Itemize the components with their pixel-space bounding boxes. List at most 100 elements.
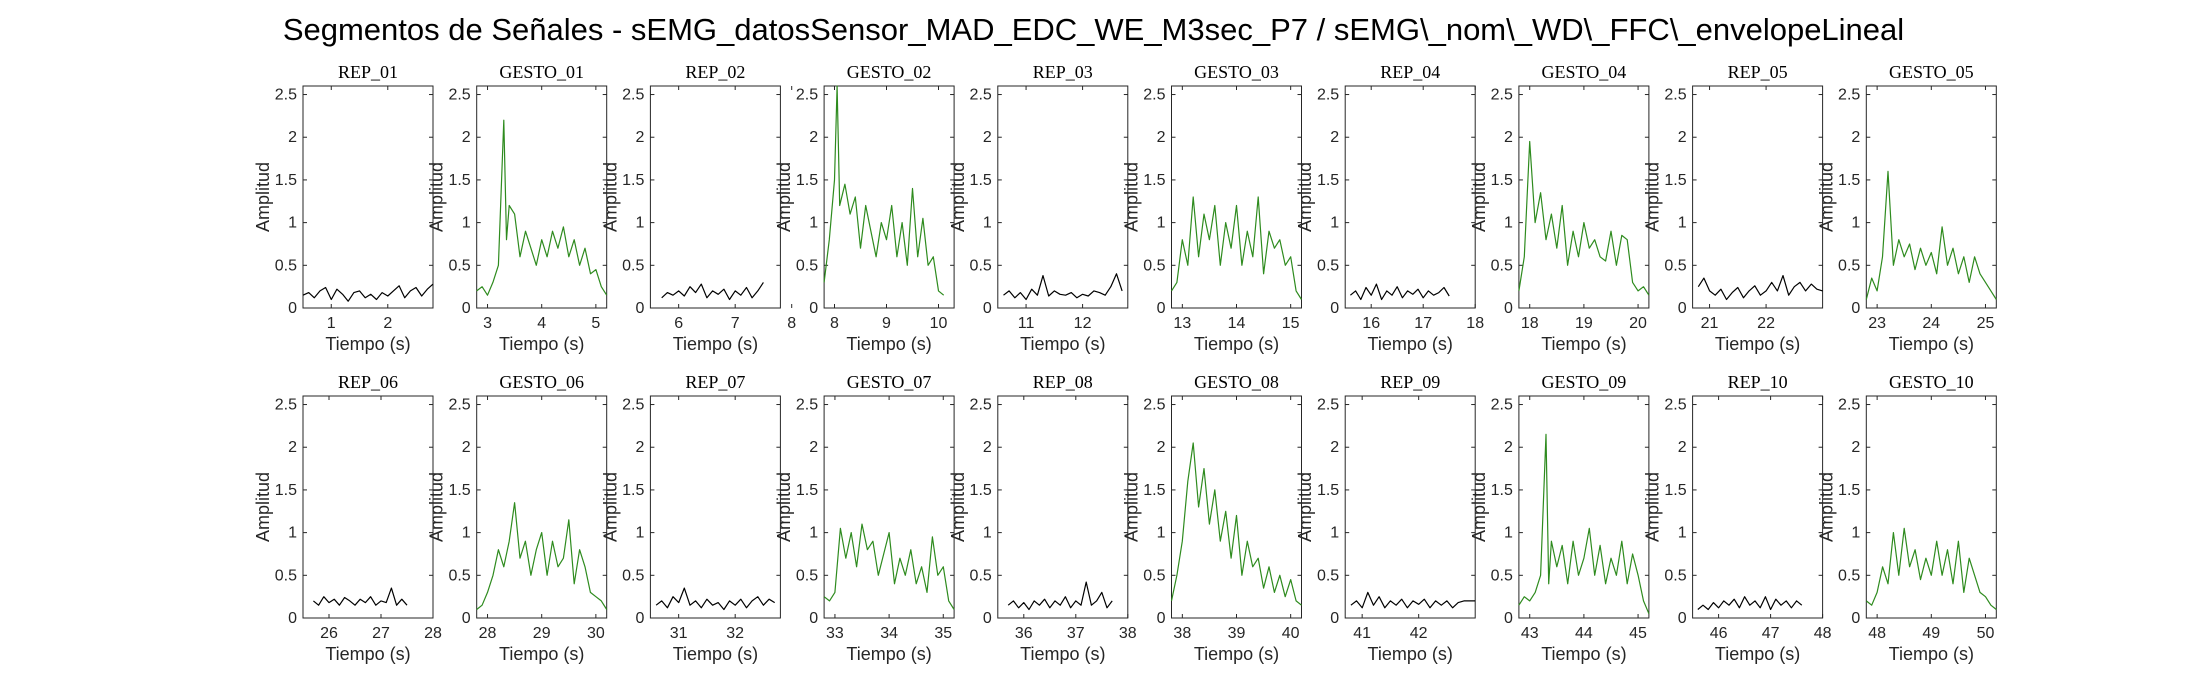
x-axis-label: Tiempo (s) <box>673 644 758 664</box>
axes-box <box>649 85 781 309</box>
y-tick-label: 1 <box>1157 525 1166 542</box>
y-tick-label: 0.5 <box>622 567 644 584</box>
axes-box <box>1344 85 1476 309</box>
y-tick-label: 2 <box>1504 129 1513 146</box>
subplot-title: REP_05 <box>1728 62 1788 82</box>
x-tick-label: 30 <box>587 625 605 642</box>
y-tick-label: 0 <box>288 610 297 627</box>
y-axis-label: Amplitud <box>1122 162 1142 232</box>
series-line-rep-08 <box>1007 581 1113 611</box>
y-tick-label: 0 <box>1330 300 1339 317</box>
series-line-gesto-04 <box>1518 140 1650 296</box>
axes-box <box>823 85 955 309</box>
y-tick-label: 1 <box>288 525 297 542</box>
x-tick-label: 22 <box>1757 315 1775 332</box>
y-tick-label: 0.5 <box>1491 567 1513 584</box>
y-tick-label: 2.5 <box>622 87 644 104</box>
y-axis-label: Amplitud <box>427 472 447 542</box>
axes-box <box>1692 395 1824 619</box>
x-axis-label: Tiempo (s) <box>325 644 410 664</box>
y-tick-label: 1.5 <box>970 172 992 189</box>
x-tick-label: 47 <box>1762 625 1780 642</box>
y-tick-label: 1.5 <box>1664 172 1686 189</box>
y-tick-label: 2.5 <box>275 397 297 414</box>
x-axis-label: Tiempo (s) <box>1194 334 1279 354</box>
y-tick-label: 1 <box>1330 525 1339 542</box>
x-axis-label: Tiempo (s) <box>1715 334 1800 354</box>
y-axis-label: Amplitud <box>1295 472 1315 542</box>
y-tick-label: 0 <box>1504 300 1513 317</box>
y-tick-label: 1.5 <box>275 482 297 499</box>
y-axis-label: Amplitud <box>948 472 968 542</box>
y-tick-label: 2.5 <box>1317 87 1339 104</box>
x-tick-label: 4 <box>537 315 546 332</box>
subplot-title: REP_01 <box>338 62 398 82</box>
subplot-title: REP_10 <box>1728 372 1788 392</box>
subplot-title: GESTO_07 <box>847 372 932 392</box>
y-tick-label: 2 <box>1678 129 1687 146</box>
axes-box <box>302 85 434 309</box>
y-tick-label: 1.5 <box>796 482 818 499</box>
x-tick-label: 49 <box>1922 625 1940 642</box>
y-axis-label: Amplitud <box>1643 472 1663 542</box>
y-tick-label: 0 <box>462 610 471 627</box>
y-tick-label: 0 <box>635 610 644 627</box>
y-tick-label: 1 <box>1678 525 1687 542</box>
y-tick-label: 0 <box>1678 610 1687 627</box>
x-tick-label: 1 <box>327 315 336 332</box>
y-tick-label: 2 <box>809 129 818 146</box>
y-tick-label: 1 <box>1851 215 1860 232</box>
subplot-title: REP_02 <box>685 62 745 82</box>
x-tick-label: 23 <box>1868 315 1886 332</box>
y-tick-label: 2.5 <box>1317 397 1339 414</box>
axes-box <box>649 395 781 619</box>
axes-box <box>823 395 955 619</box>
y-tick-label: 2 <box>1851 439 1860 456</box>
x-axis-label: Tiempo (s) <box>1541 644 1626 664</box>
x-axis-label: Tiempo (s) <box>846 334 931 354</box>
series-line-gesto-02 <box>823 85 945 296</box>
y-tick-label: 2.5 <box>1664 397 1686 414</box>
y-tick-label: 2.5 <box>448 87 470 104</box>
y-tick-label: 0 <box>1504 610 1513 627</box>
y-tick-label: 2.5 <box>1664 87 1686 104</box>
y-tick-label: 2 <box>1330 439 1339 456</box>
y-axis-label: Amplitud <box>427 162 447 232</box>
y-tick-label: 1.5 <box>796 172 818 189</box>
x-tick-label: 15 <box>1282 315 1300 332</box>
y-axis-label: Amplitud <box>253 162 273 232</box>
subplot-title: REP_06 <box>338 372 398 392</box>
x-tick-label: 39 <box>1228 625 1246 642</box>
y-tick-label: 1 <box>1504 215 1513 232</box>
y-tick-label: 0.5 <box>1317 567 1339 584</box>
x-axis-label: Tiempo (s) <box>1715 644 1800 664</box>
subplot-title: GESTO_09 <box>1542 372 1627 392</box>
x-tick-label: 41 <box>1353 625 1371 642</box>
x-tick-label: 43 <box>1521 625 1539 642</box>
subplot-title: REP_07 <box>685 372 745 392</box>
x-tick-label: 3 <box>483 315 492 332</box>
x-tick-label: 50 <box>1977 625 1995 642</box>
axes-box <box>1518 395 1650 619</box>
x-axis-label: Tiempo (s) <box>1368 644 1453 664</box>
x-tick-label: 38 <box>1119 625 1137 642</box>
y-tick-label: 1 <box>1678 215 1687 232</box>
x-tick-label: 21 <box>1701 315 1719 332</box>
x-tick-label: 6 <box>674 315 683 332</box>
y-tick-label: 0.5 <box>1664 257 1686 274</box>
x-tick-label: 42 <box>1410 625 1428 642</box>
subplot-title: GESTO_02 <box>847 62 932 82</box>
y-axis-label: Amplitud <box>253 472 273 542</box>
y-tick-label: 2.5 <box>970 87 992 104</box>
y-tick-label: 1 <box>1851 525 1860 542</box>
x-tick-label: 48 <box>1814 625 1832 642</box>
subplot-title: REP_03 <box>1033 62 1093 82</box>
subplot-title: GESTO_06 <box>499 372 584 392</box>
x-tick-label: 16 <box>1362 315 1380 332</box>
y-tick-label: 1 <box>635 525 644 542</box>
y-tick-label: 0.5 <box>1838 567 1860 584</box>
y-tick-label: 1.5 <box>1317 482 1339 499</box>
x-tick-label: 8 <box>787 315 796 332</box>
y-tick-label: 0 <box>1330 610 1339 627</box>
axes-box <box>1171 85 1302 309</box>
